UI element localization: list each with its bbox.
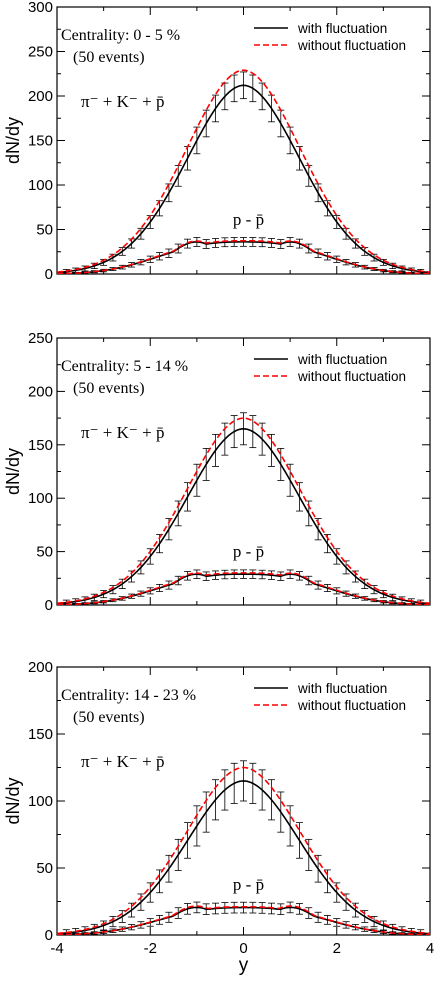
y-tick-label: 200 [28,88,53,105]
series-with-fluctuation [57,780,430,935]
panel-3: 0 50 100 150 200 -4 -2 0 2 4 dN/dy Centrality: 14 -… [3,659,434,957]
legend-label-with: with fluctuation [297,352,387,367]
species-label-p: p - p̄ [233,875,264,894]
x-axis-label: y [239,955,249,976]
centrality-label: Centrality: 5 - 14 % [61,358,188,375]
y-tick-label: 0 [45,927,53,944]
legend-label-without: without fluctuation [297,698,406,713]
series-without-fluctuation [57,240,430,274]
legend-label-with: with fluctuation [297,21,387,36]
y-tick-label: 100 [28,490,53,507]
x-tick-label: -2 [144,940,157,957]
y-tick-label: 0 [45,266,53,283]
x-tick-label: 2 [333,940,341,957]
species-label-pi: π⁻ + K⁻ + p̄ [81,423,164,442]
x-tick-label: 0 [239,940,247,957]
centrality-label: Centrality: 14 - 23 % [61,687,196,704]
y-tick-label: 50 [36,860,53,877]
series-without-fluctuation [57,766,430,935]
y-tick-label: 250 [28,44,53,61]
y-tick-label: 150 [28,726,53,743]
legend-label-without: without fluctuation [297,369,406,384]
y-tick-label: 300 [28,0,53,16]
plot-area [57,760,430,935]
y-tick-label: 50 [36,222,53,239]
series-with-fluctuation [57,573,430,605]
series-with-fluctuation [57,427,430,605]
legend-label-with: with fluctuation [297,681,387,696]
events-label: (50 events) [73,380,145,397]
y-axis-label: dN/dy [3,777,23,824]
y-axis-label: dN/dy [3,117,23,164]
x-tick-label: 4 [426,940,434,957]
y-tick-label: 0 [45,597,53,614]
series-without-fluctuation [57,417,430,605]
series-without-fluctuation [57,69,430,273]
species-label-pi: π⁻ + K⁻ + p̄ [81,752,164,771]
plot-area [57,412,430,605]
series-without-fluctuation [57,572,430,605]
panel-1: 0 50 100 150 200 250 300 dN/dy Centrality: 0 - 5… [3,0,431,283]
events-label: (50 events) [73,49,145,66]
events-label: (50 events) [73,709,145,726]
y-tick-label: 100 [28,793,53,810]
y-tick-label: 200 [28,659,53,676]
series-without-fluctuation [57,905,430,935]
centrality-label: Centrality: 0 - 5 % [61,27,180,44]
species-label-pi: π⁻ + K⁻ + p̄ [81,92,164,111]
legend-label-without: without fluctuation [297,38,406,53]
y-axis-label: dN/dy [3,448,23,495]
series-with-fluctuation [57,241,430,274]
y-tick-label: 100 [28,177,53,194]
x-tick-label: -4 [50,940,63,957]
y-tick-label: 150 [28,437,53,454]
series-with-fluctuation [57,84,430,274]
plot-area [57,69,430,274]
y-tick-label: 200 [28,383,53,400]
y-tick-label: 250 [28,330,53,347]
species-label-p: p - p̄ [233,210,264,229]
species-label-p: p - p̄ [233,542,264,561]
panel-2: 0 50 100 150 200 250 dN/dy Centrality: 5 - 14 %… [3,330,431,614]
y-tick-label: 50 [36,544,53,561]
y-tick-label: 150 [28,133,53,150]
